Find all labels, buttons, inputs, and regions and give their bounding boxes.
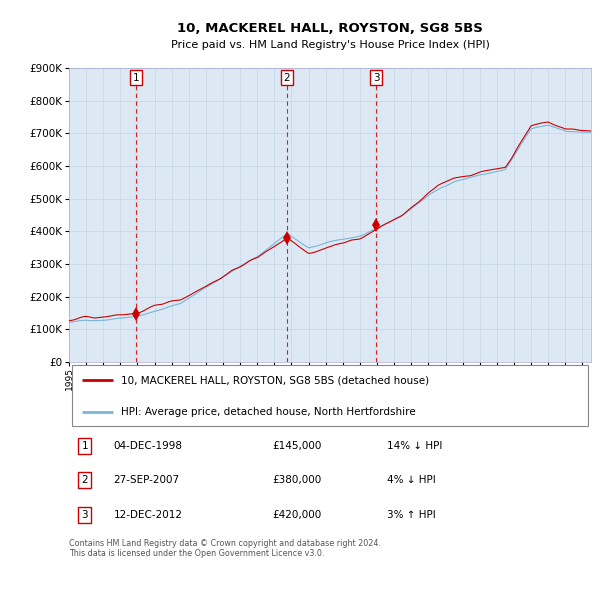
Text: 27-SEP-2007: 27-SEP-2007 [113,476,179,486]
Text: 1: 1 [82,441,88,451]
Text: HPI: Average price, detached house, North Hertfordshire: HPI: Average price, detached house, Nort… [121,407,416,417]
Text: 4% ↓ HPI: 4% ↓ HPI [388,476,436,486]
FancyBboxPatch shape [71,365,589,425]
Text: 1: 1 [133,73,139,83]
Text: 3: 3 [82,510,88,520]
Text: £380,000: £380,000 [272,476,322,486]
Text: 3: 3 [373,73,379,83]
Text: 10, MACKEREL HALL, ROYSTON, SG8 5BS: 10, MACKEREL HALL, ROYSTON, SG8 5BS [177,22,483,35]
Text: £145,000: £145,000 [272,441,322,451]
Text: 2: 2 [82,476,88,486]
Text: 3% ↑ HPI: 3% ↑ HPI [388,510,436,520]
Text: 10, MACKEREL HALL, ROYSTON, SG8 5BS (detached house): 10, MACKEREL HALL, ROYSTON, SG8 5BS (det… [121,375,430,385]
Text: 2: 2 [284,73,290,83]
Text: 04-DEC-1998: 04-DEC-1998 [113,441,182,451]
Text: Price paid vs. HM Land Registry's House Price Index (HPI): Price paid vs. HM Land Registry's House … [170,40,490,50]
Text: Contains HM Land Registry data © Crown copyright and database right 2024.
This d: Contains HM Land Registry data © Crown c… [69,539,381,558]
Text: 14% ↓ HPI: 14% ↓ HPI [388,441,443,451]
Text: £420,000: £420,000 [272,510,322,520]
Text: 12-DEC-2012: 12-DEC-2012 [113,510,182,520]
